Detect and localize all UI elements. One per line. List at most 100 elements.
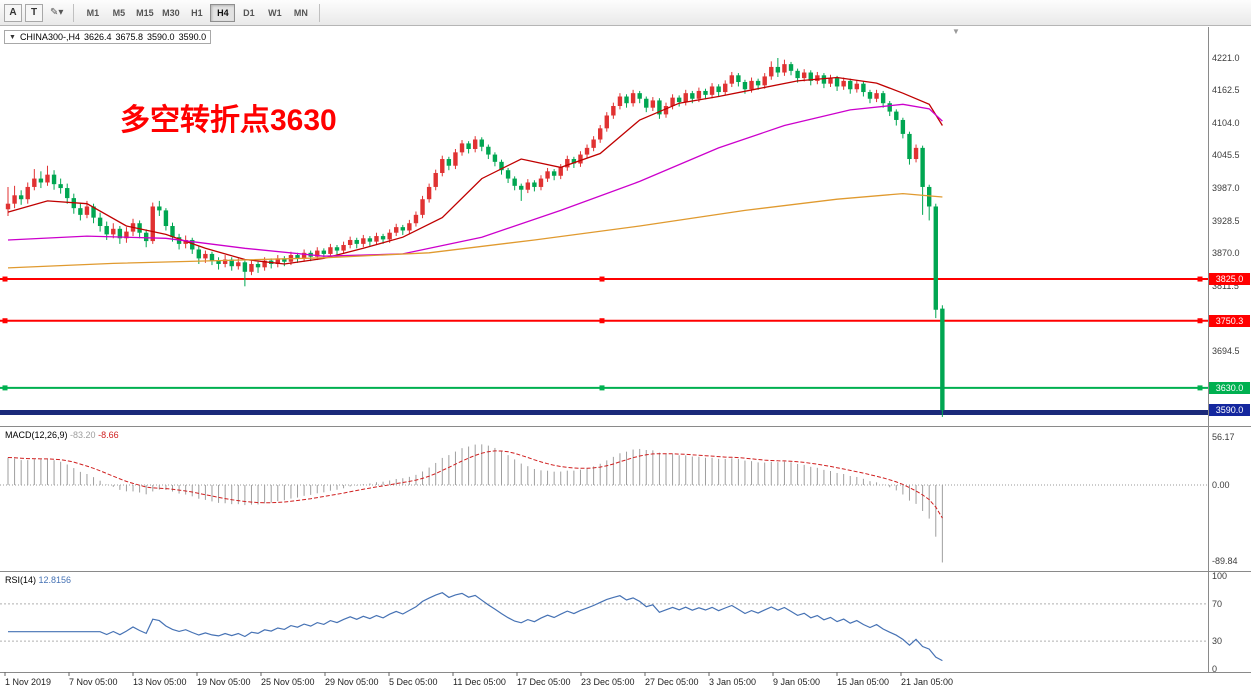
line-handle[interactable]: [599, 318, 605, 324]
price-axis-label: 3928.5: [1212, 215, 1240, 226]
draw-tool-button[interactable]: ✎ ▾: [46, 3, 67, 23]
collapse-icon[interactable]: ▼: [9, 33, 16, 41]
candle-up: [558, 164, 563, 180]
candle-down: [775, 58, 781, 77]
toolbar-separator: [73, 3, 75, 22]
macd-signal-value: -8.66: [98, 430, 119, 440]
candle-up: [5, 186, 11, 216]
candle-up: [347, 236, 353, 249]
candle-up: [45, 165, 50, 186]
line-handle[interactable]: [599, 385, 605, 391]
price-axis-label: 4221.0: [1212, 52, 1240, 63]
line-handle[interactable]: [1197, 276, 1203, 282]
timeframe-button-d1[interactable]: D1: [243, 7, 255, 18]
timeframe-button-h1[interactable]: H1: [191, 7, 203, 18]
candle-down: [354, 237, 359, 249]
candle-up: [374, 232, 379, 245]
chart-title-box[interactable]: ▼ CHINA300-,H4 3626.4 3675.8 3590.0 3590…: [4, 30, 212, 44]
ma-mid-line: [7, 103, 943, 257]
price-axis-label: 3987.0: [1212, 183, 1240, 194]
candle-down: [209, 251, 215, 266]
timeframe-toolbar: M1 M5 M15 M30 H1 H4 D1 W1 MN: [80, 3, 313, 22]
candle-up: [611, 102, 616, 119]
line-handle[interactable]: [2, 318, 8, 324]
rsi-name: RSI(14): [5, 575, 37, 585]
candle-up: [453, 148, 458, 170]
timeframe-button-m30[interactable]: M30: [162, 7, 180, 18]
tool-a-button[interactable]: A: [4, 3, 22, 22]
line-handle[interactable]: [1197, 318, 1203, 324]
candle-down: [157, 200, 162, 216]
candle-up: [111, 223, 116, 239]
candle-up: [598, 124, 603, 143]
candle-up: [584, 144, 590, 158]
ohlc-high: 3675.8: [115, 32, 144, 42]
candle-down: [505, 167, 511, 184]
candle-down: [242, 260, 248, 287]
candle-down: [861, 81, 866, 97]
candle-up: [683, 89, 688, 106]
candle-down: [229, 257, 234, 271]
candle-up: [650, 97, 656, 112]
candle-up: [525, 179, 531, 194]
candle-down: [637, 90, 642, 104]
line-handle[interactable]: [2, 385, 8, 391]
candle-down: [519, 183, 524, 201]
candle-up: [420, 195, 425, 219]
macd-label: MACD(12,26,9) -83.20 -8.66: [5, 430, 119, 440]
candle-down: [927, 184, 932, 221]
line-handle[interactable]: [1197, 385, 1203, 391]
time-axis-label: 15 Jan 05:00: [837, 677, 890, 687]
candle-down: [295, 252, 300, 263]
chart-shift-marker[interactable]: ▼: [952, 27, 960, 36]
rsi-line: [8, 592, 943, 662]
candle-down: [703, 88, 708, 100]
timeframe-button-mn[interactable]: MN: [293, 7, 308, 18]
price-axis-label: 3811.5: [1212, 281, 1239, 292]
line-handle[interactable]: [599, 276, 605, 282]
price-tag-3630.0: 3630.0: [1209, 381, 1250, 394]
candle-up: [663, 102, 669, 118]
candle-down: [736, 73, 741, 87]
macd-axis-label: 0.00: [1212, 479, 1230, 490]
candle-down: [367, 236, 373, 247]
candle-up: [361, 234, 366, 248]
candle-down: [117, 226, 123, 244]
tool-t-button[interactable]: T: [25, 3, 43, 22]
timeframe-button-m15[interactable]: M15: [136, 7, 154, 18]
timeframe-button-m1[interactable]: M1: [86, 7, 100, 18]
candle-up: [670, 94, 675, 110]
time-axis-label: 19 Nov 05:00: [197, 677, 251, 687]
price-axis-label: 3870.0: [1212, 248, 1240, 259]
candle-down: [676, 95, 682, 107]
time-axis-label: 17 Dec 05:00: [517, 677, 571, 687]
candle-down: [551, 169, 557, 181]
candle-down: [216, 257, 221, 270]
candle-down: [282, 256, 287, 267]
candle-up: [538, 175, 544, 191]
timeframe-button-m5[interactable]: M5: [112, 7, 126, 18]
chevron-down-icon: ▾: [58, 7, 64, 18]
candle-down: [499, 159, 504, 175]
candle-up: [472, 136, 478, 153]
price-axis-label: 3694.5: [1212, 346, 1240, 357]
timeframe-button-h4[interactable]: H4: [210, 3, 236, 22]
candle-up: [841, 77, 846, 90]
candle-down: [920, 145, 925, 215]
candle-down: [58, 178, 63, 194]
macd-main-value: -83.20: [70, 430, 96, 440]
candle-down: [71, 193, 76, 214]
candle-down: [78, 202, 83, 221]
line-handle[interactable]: [2, 276, 8, 282]
rsi-value: 12.8156: [38, 575, 72, 585]
candle-down: [867, 89, 873, 104]
time-axis-label: 3 Jan 05:00: [709, 677, 757, 687]
text-annotation[interactable]: 多空转折点3630: [120, 104, 337, 137]
candle-up: [565, 155, 570, 171]
time-axis-label: 25 Nov 05:00: [261, 677, 315, 687]
rsi-label: RSI(14) 12.8156: [5, 575, 71, 585]
candle-down: [18, 190, 24, 205]
timeframe-button-w1[interactable]: W1: [268, 7, 282, 18]
ma-fast-line: [7, 76, 943, 265]
